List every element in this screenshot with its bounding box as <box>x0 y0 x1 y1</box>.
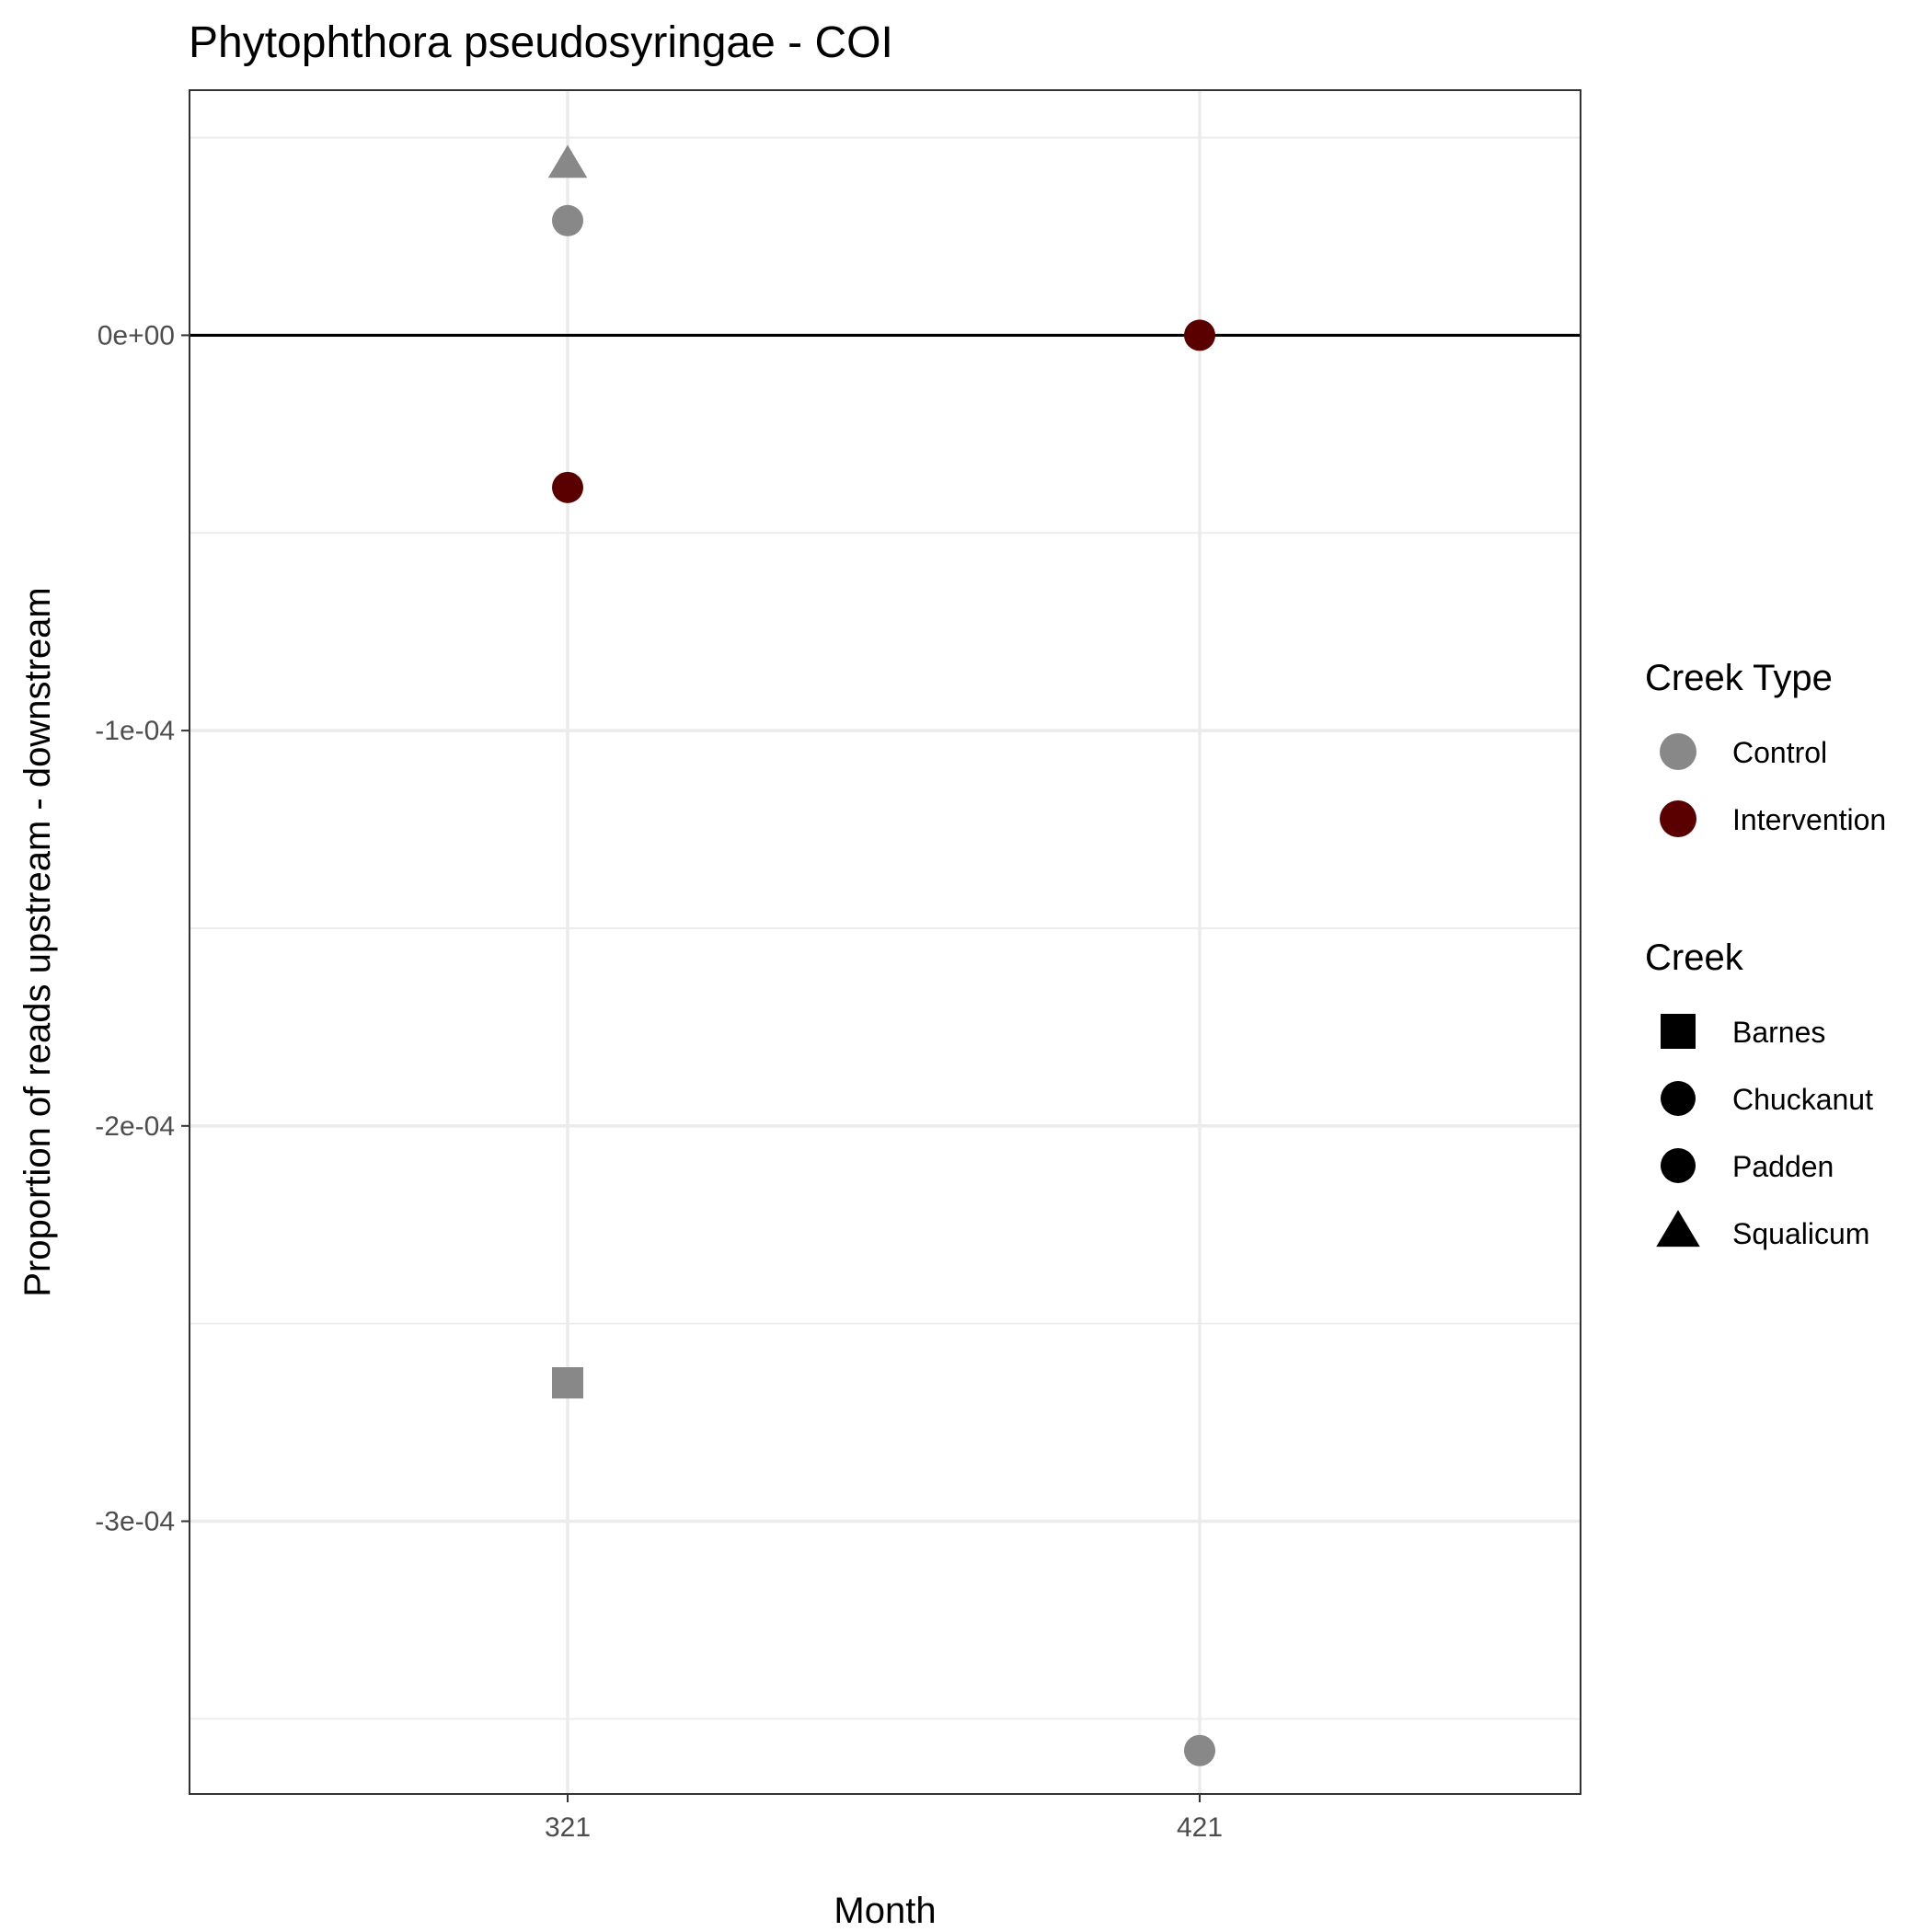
legend-key-squalicum <box>1656 1210 1700 1248</box>
data-point-squalicum-321 <box>547 144 588 178</box>
y-tick-label: -2e-04 <box>95 1111 175 1142</box>
legend-key-padden <box>1661 1148 1696 1183</box>
legend-label-intervention: Intervention <box>1732 803 1886 836</box>
data-point-chuckanut-421 <box>1184 1734 1215 1766</box>
y-axis-title: Proportion of reads upstream - downstrea… <box>17 587 58 1296</box>
legend-title-creek: Creek <box>1645 937 1744 978</box>
legend-key-barnes <box>1661 1014 1696 1049</box>
chart-title: Phytophthora pseudosyringae - COI <box>189 18 893 67</box>
legend-key-intervention <box>1660 800 1696 837</box>
y-tick-label: -1e-04 <box>95 716 175 746</box>
data-point-padden-421 <box>1184 319 1215 351</box>
x-axis-ticks: 321 421 <box>545 1794 1223 1843</box>
data-points <box>547 144 1215 1766</box>
grid-lines <box>190 90 1581 1794</box>
y-tick-label: -3e-04 <box>95 1507 175 1537</box>
data-point-padden-321 <box>552 471 583 503</box>
legend-label-chuckanut: Chuckanut <box>1732 1083 1873 1116</box>
legend-label-padden: Padden <box>1732 1150 1834 1183</box>
legend-label-squalicum: Squalicum <box>1732 1217 1869 1250</box>
plot-panel-border <box>189 89 1581 1795</box>
y-tick-label: 0e+00 <box>98 320 175 351</box>
legend: Creek Type Control Intervention Creek Barnes… <box>1645 658 1886 1250</box>
legend-title-creek-type: Creek Type <box>1645 658 1833 698</box>
legend-key-chuckanut <box>1661 1081 1696 1116</box>
legend-key-control <box>1660 733 1696 770</box>
y-axis-ticks: 0e+00 -1e-04 -2e-04 -3e-04 <box>95 320 190 1537</box>
legend-label-barnes: Barnes <box>1732 1016 1825 1049</box>
legend-label-control: Control <box>1732 736 1827 769</box>
x-axis-title: Month <box>834 1891 936 1931</box>
data-point-chuckanut-321 <box>552 204 583 236</box>
x-tick-label: 321 <box>545 1812 591 1843</box>
data-point-barnes-321 <box>552 1367 583 1399</box>
x-tick-label: 421 <box>1177 1812 1223 1843</box>
